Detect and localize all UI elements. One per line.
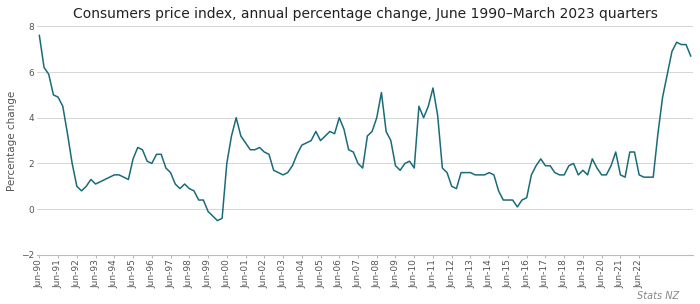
Y-axis label: Percentage change: Percentage change bbox=[7, 91, 17, 191]
Title: Consumers price index, annual percentage change, June 1990–March 2023 quarters: Consumers price index, annual percentage… bbox=[73, 7, 657, 21]
Text: Stats NZ: Stats NZ bbox=[637, 291, 679, 301]
